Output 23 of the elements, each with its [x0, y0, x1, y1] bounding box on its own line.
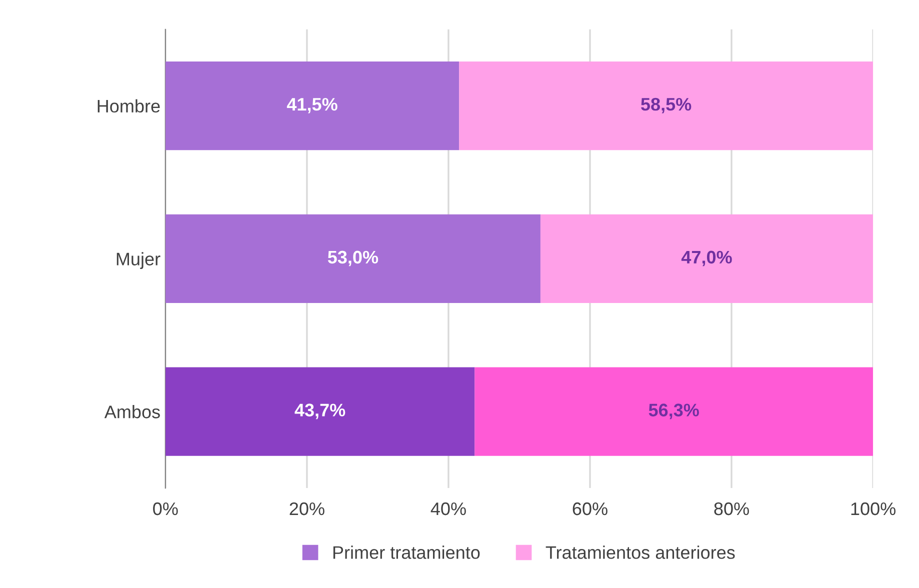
legend-label: Primer tratamiento — [333, 546, 480, 559]
x-tick-label: 20% — [290, 502, 324, 516]
bar — [474, 367, 874, 456]
data-label: 58,5% — [641, 98, 692, 114]
x-tick-label: 60% — [572, 502, 608, 516]
x-tick-label: 80% — [714, 502, 749, 516]
y-tick-label: Hombre — [98, 99, 160, 113]
data-label: 47,0% — [681, 250, 732, 266]
bar — [165, 214, 540, 304]
data-label: 53,0% — [328, 250, 378, 266]
data-label: 56,3% — [648, 404, 699, 420]
y-tick-label: Ambos — [104, 405, 160, 418]
y-tick-label: Mujer — [116, 252, 160, 270]
bar — [165, 367, 475, 456]
bar — [459, 62, 874, 150]
x-tick-label: 0% — [153, 502, 178, 516]
x-tick-label: 100% — [851, 502, 896, 516]
data-label: 43,7% — [294, 404, 346, 420]
bar — [165, 62, 460, 150]
bar — [540, 214, 874, 304]
legend-label: Tratamientos anteriores — [546, 546, 735, 559]
data-label: 41,5% — [286, 98, 338, 114]
x-tick-label: 40% — [430, 502, 466, 516]
